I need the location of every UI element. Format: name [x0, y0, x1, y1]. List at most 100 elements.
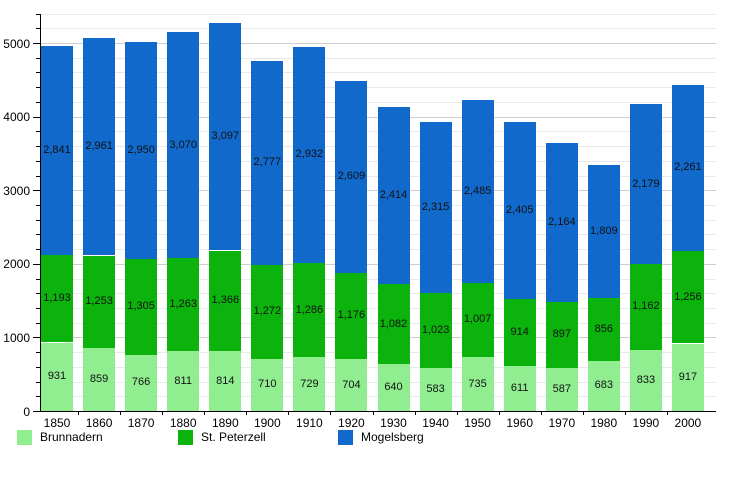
y-tick-label: 4000: [3, 110, 30, 125]
x-axis-tick: [288, 412, 290, 415]
y-axis-tick: [36, 249, 40, 251]
value-label: 1,253: [85, 295, 113, 308]
y-axis-tick: [36, 57, 40, 59]
bar-1850-st-peterzell: [41, 254, 73, 343]
bar-1930-mogelsberg: [377, 106, 410, 285]
x-tick-label: 1890: [211, 416, 239, 430]
x-axis-tick: [624, 412, 626, 415]
x-axis-tick: [582, 412, 584, 415]
bar-1970-brunnadern: [545, 367, 578, 411]
x-tick-label: 1940: [422, 416, 449, 430]
value-label: 611: [510, 382, 529, 394]
bar-1990-brunnadern: [629, 349, 662, 411]
x-axis-line: [40, 411, 716, 412]
bar-1980-brunnadern: [587, 360, 620, 411]
bar-1940-brunnadern: [419, 368, 452, 411]
gridline: [40, 87, 716, 89]
x-tick-label: 1930: [380, 416, 407, 430]
value-label: 1,263: [169, 298, 197, 311]
bar-1930-brunnadern: [377, 363, 410, 411]
y-axis-tick: [36, 87, 40, 89]
value-label: 914: [510, 325, 529, 338]
y-tick-label: 5000: [3, 36, 30, 51]
value-label: 3,097: [211, 130, 240, 143]
y-axis-tick: [36, 219, 40, 221]
y-tick-label: 1000: [3, 330, 30, 345]
y-axis-tick: [36, 322, 40, 324]
bar-1950-brunnadern: [461, 356, 494, 411]
value-label: 704: [342, 378, 361, 391]
x-tick-label: 1950: [464, 416, 491, 430]
y-axis-tick: [36, 175, 40, 177]
y-axis-tick: [36, 28, 40, 30]
value-label: 1,272: [253, 305, 282, 318]
y-axis-tick: [36, 352, 40, 354]
value-label: 2,164: [548, 215, 576, 228]
legend-swatch-mogelsberg: [338, 429, 353, 445]
y-axis-line: [40, 13, 41, 412]
bar-1920-brunnadern: [335, 359, 368, 411]
x-axis-tick: [456, 412, 458, 415]
value-label: 859: [89, 372, 109, 385]
value-label: 2,414: [379, 188, 408, 201]
value-label: 1,007: [463, 313, 492, 326]
bar-1990-st-peterzell: [629, 264, 662, 350]
x-tick-label: 1990: [632, 416, 660, 430]
y-axis-tick: [36, 293, 40, 295]
value-label: 931: [47, 370, 67, 383]
bar-1900-st-peterzell: [251, 265, 284, 359]
value-label: 811: [174, 374, 192, 387]
y-axis-tick: [36, 101, 40, 103]
bar-1860-st-peterzell: [83, 255, 116, 348]
bar-1910-mogelsberg: [293, 46, 326, 263]
bar-1880-st-peterzell: [167, 258, 200, 352]
bar-1910-st-peterzell: [293, 262, 326, 358]
bar-1900-mogelsberg: [251, 60, 284, 266]
value-label: 2,609: [337, 170, 366, 183]
x-tick-label: 1980: [590, 416, 618, 430]
legend-item-mogelsberg: Mogelsberg: [338, 428, 424, 446]
x-tick-label: 1910: [296, 416, 323, 430]
value-label: 735: [468, 377, 487, 390]
bar-1980-mogelsberg: [587, 164, 620, 298]
value-label: 766: [131, 376, 151, 389]
value-label: 1,305: [127, 300, 155, 313]
x-tick-label: 1970: [548, 416, 576, 430]
x-tick-label: 1870: [127, 416, 155, 430]
x-axis-tick: [414, 412, 416, 415]
x-tick-label: 1860: [85, 416, 113, 430]
bar-1910-brunnadern: [293, 357, 326, 411]
bar-1970-mogelsberg: [545, 142, 578, 302]
gridline: [40, 72, 716, 74]
y-axis-tick: [33, 263, 40, 265]
x-tick-label: 1900: [253, 416, 281, 430]
x-axis-tick: [120, 412, 122, 415]
x-tick-label: 1880: [169, 416, 197, 430]
y-axis-tick: [33, 337, 40, 339]
value-label: 583: [426, 383, 445, 395]
x-axis-tick: [204, 412, 206, 415]
y-tick-label: 2000: [3, 257, 30, 272]
value-label: 897: [552, 328, 571, 341]
legend-swatch-brunnadern: [17, 429, 32, 445]
value-label: 1,023: [421, 323, 450, 336]
value-label: 729: [300, 377, 319, 390]
value-label: 2,405: [505, 203, 534, 216]
value-label: 2,485: [463, 184, 492, 197]
bar-1980-st-peterzell: [587, 297, 620, 361]
bar-1850-mogelsberg: [41, 45, 73, 255]
x-axis-tick: [498, 412, 500, 415]
x-axis-tick: [372, 412, 374, 415]
y-axis-tick: [36, 131, 40, 133]
value-label: 2,179: [632, 177, 660, 190]
x-tick-label: 2000: [674, 416, 702, 430]
value-label: 2,261: [674, 161, 702, 174]
value-label: 640: [384, 380, 403, 393]
bar-1890-mogelsberg: [209, 22, 242, 251]
value-label: 2,932: [295, 148, 324, 161]
value-label: 3,070: [169, 138, 197, 151]
y-tick-label: 0: [23, 404, 30, 419]
bar-1870-st-peterzell: [125, 258, 158, 355]
bar-1930-st-peterzell: [377, 284, 410, 364]
